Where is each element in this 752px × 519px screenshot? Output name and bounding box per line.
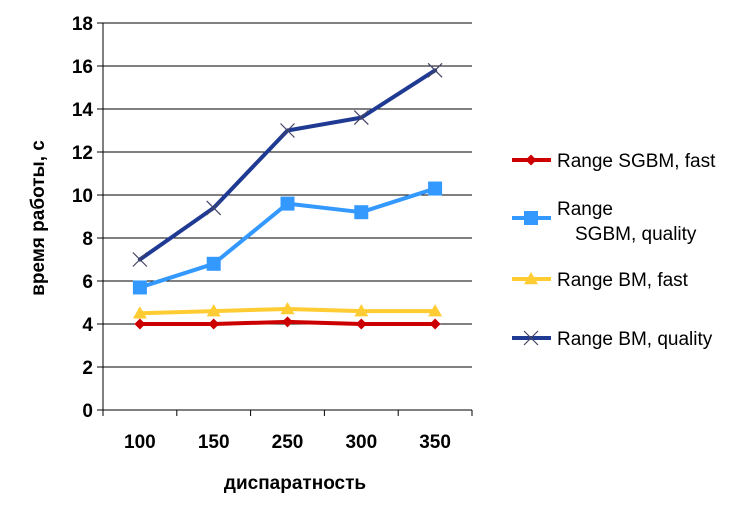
data-point xyxy=(280,123,295,138)
legend-item: Range SGBM, quality xyxy=(512,199,697,245)
data-point xyxy=(523,330,539,346)
data-point xyxy=(524,211,538,225)
data-point xyxy=(134,318,146,330)
y-tick-label: 18 xyxy=(72,14,93,35)
legend-item: Range SGBM, fast xyxy=(512,151,716,172)
y-tick-label: 10 xyxy=(72,186,93,207)
data-point xyxy=(206,304,221,317)
y-tick-label: 16 xyxy=(72,57,93,78)
data-point xyxy=(524,272,538,285)
data-point xyxy=(355,318,367,330)
y-tick-label: 12 xyxy=(72,143,93,164)
data-point xyxy=(353,110,369,126)
data-point xyxy=(427,62,443,78)
data-point xyxy=(429,318,441,330)
legend-label: Range SGBM, fast xyxy=(557,151,716,172)
data-point xyxy=(282,316,293,328)
y-tick-label: 14 xyxy=(72,100,94,121)
x-tick-label: 100 xyxy=(124,432,156,453)
data-point xyxy=(132,280,147,295)
data-point xyxy=(132,306,147,319)
series-path xyxy=(137,68,438,262)
data-point xyxy=(428,304,443,317)
legend-label: Range BM, quality xyxy=(557,329,713,350)
x-tick-label: 150 xyxy=(198,432,230,453)
series-line xyxy=(134,316,441,330)
legend-item: Range BM, fast xyxy=(512,270,689,291)
data-point xyxy=(525,154,537,166)
x-tick-label: 350 xyxy=(419,432,451,453)
data-point xyxy=(354,205,369,220)
series-line xyxy=(132,301,443,319)
y-tick-label: 0 xyxy=(82,401,93,422)
x-tick-label: 300 xyxy=(345,432,377,453)
legend: Range SGBM, fast Range SGBM, quality Range … xyxy=(512,151,716,350)
y-axis-title: время работы, с xyxy=(28,140,49,296)
data-point xyxy=(206,200,222,216)
y-tick-label: 4 xyxy=(82,315,93,336)
axes xyxy=(102,23,473,416)
x-tick-labels: 100 150 250 300 350 xyxy=(124,432,451,453)
data-point xyxy=(132,252,148,267)
legend-label: Range SGBM, quality xyxy=(557,199,697,245)
y-tick-label: 2 xyxy=(82,358,93,379)
legend-item: Range BM, quality xyxy=(512,329,713,350)
x-tick-label: 250 xyxy=(272,432,304,453)
y-tick-labels: 0 2 4 6 8 10 12 14 16 18 xyxy=(72,14,94,422)
x-axis-title: диспаратность xyxy=(224,473,366,494)
series-line xyxy=(132,62,443,267)
y-tick-label: 8 xyxy=(82,229,93,250)
series-lines xyxy=(132,62,443,330)
y-tick-label: 6 xyxy=(82,272,93,293)
data-point xyxy=(428,181,443,196)
data-point xyxy=(354,304,369,317)
data-point xyxy=(208,318,220,330)
data-point xyxy=(206,256,221,271)
series-line xyxy=(132,181,443,295)
legend-label: Range BM, fast xyxy=(557,270,689,291)
data-point xyxy=(280,196,295,211)
data-point xyxy=(280,301,295,315)
